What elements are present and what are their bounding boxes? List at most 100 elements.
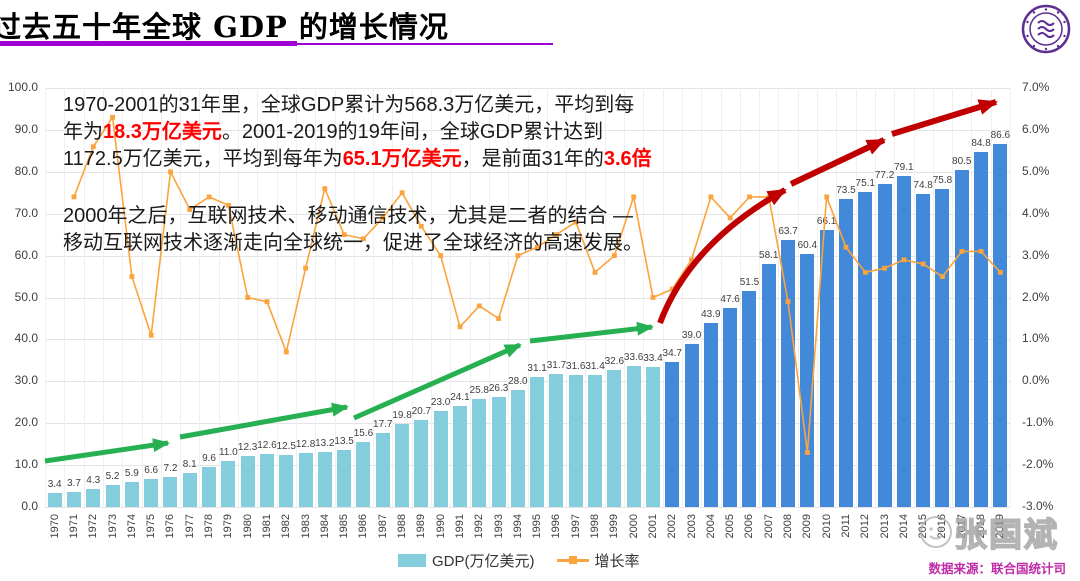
x-axis-year-label: 2007 [762,514,775,539]
growth-rate-point-marker [264,299,270,305]
gdp-bar-value-label: 51.5 [739,277,760,289]
gdp-bar [259,454,274,507]
x-axis-year-label: 2000 [627,514,640,539]
x-axis-year-label: 1983 [299,514,312,539]
x-axis-year-label: 1981 [260,514,273,539]
gdp-bar [414,420,429,507]
x-axis-year-label: 1974 [125,514,138,539]
gridline-vertical [759,88,761,507]
growth-rate-point-marker [438,253,444,258]
gdp-bar [47,492,62,507]
growth-rate-point-marker [862,270,868,275]
x-axis-year-label: 2009 [801,514,814,539]
annotation-text: 1970-2001的31年里，全球GDP累计为568.3万亿美元，平均到每 年为 [63,94,635,143]
gridline-vertical [64,88,66,507]
x-axis-year-label: 1998 [589,514,602,539]
x-axis-year-label: 1978 [203,514,216,539]
y-axis-tick-gdp: 100.0 [7,80,38,94]
gdp-bar [761,263,776,507]
gridline-vertical [469,88,471,507]
x-axis-year-label: 1990 [434,514,447,539]
growth-rate-point-marker [882,265,887,271]
growth-rate-point-marker [901,257,907,263]
gridline-vertical [585,88,587,507]
gdp-bar-value-label: 4.3 [86,475,101,486]
gdp-bar [877,183,892,507]
gdp-bar-value-label: 19.8 [392,410,412,421]
growth-rate-point-marker [206,194,212,200]
growth-rate-point-marker [824,194,830,200]
growth-rate-point-marker [90,144,96,150]
gridline-vertical [546,88,548,507]
x-axis-year-label: 2001 [646,514,659,539]
legend-gdp-label: GDP(万亿美元) [432,553,535,570]
x-axis-year-label: 1971 [67,514,80,539]
x-axis-year-label: 1975 [145,514,158,539]
x-axis-year-label: 1994 [511,514,524,539]
title-underline-thin [297,43,553,45]
growth-rate-point-marker [843,244,849,250]
gdp-bar-value-label: 12.3 [237,441,258,453]
x-axis-year-label: 1980 [241,514,254,539]
gdp-bar [105,485,120,507]
gdp-bar-value-label: 12.8 [295,439,316,451]
growth-rate-point-marker [940,274,945,279]
slide-title: 过去五十年全球 GDP 的增长情况 [0,10,449,44]
gridline-vertical [932,88,934,507]
growth-rate-point-marker [534,244,540,250]
gdp-bar-value-label: 6.6 [144,465,159,477]
gdp-bar [896,175,911,507]
gdp-bar [279,454,294,507]
gdp-bar-value-label: 5.9 [124,468,139,480]
growth-rate-point-marker [515,253,521,258]
green-trend-arrow [179,402,349,440]
x-axis-year-label: 2005 [724,514,737,539]
y-axis-tick-growth: 1.0% [1022,331,1050,346]
annotation-text: 。2001-2019的19年间，全球GDP累计达到 1172.5万亿美元，平均到… [63,121,604,170]
x-axis-year-label: 2002 [666,514,679,539]
gridline-vertical [1010,88,1011,507]
y-axis-tick-gdp: 10.0 [14,457,38,472]
x-axis-year-label: 2004 [704,514,717,539]
legend-item-growth: 增长率 [556,550,640,571]
gridline-vertical [990,88,992,507]
gdp-bar-value-label: 75.1 [855,178,875,190]
growth-rate-point-marker [187,207,193,212]
growth-rate-point-marker [380,215,386,221]
growth-rate-point-marker [496,316,501,321]
gdp-bar-value-label: 77.2 [874,169,895,181]
gdp-bar-value-label: 26.3 [488,382,509,394]
gdp-bar [742,291,757,507]
gdp-bar [568,374,583,507]
x-axis-year-label: 1986 [357,514,370,539]
y-axis-tick-gdp: 90.0 [14,121,38,136]
gdp-bar-value-label: 33.6 [623,352,644,364]
gdp-bar [684,343,699,507]
gridline-vertical [238,88,239,507]
gridline-vertical [450,88,452,507]
x-axis-year-label: 1984 [318,514,331,539]
gdp-bar [665,361,680,507]
legend-item-gdp: GDP(万亿美元) [398,550,535,571]
gdp-bar [66,491,81,507]
x-axis-year-label: 1982 [280,514,293,539]
y-axis-tick-growth: -2.0% [1022,457,1054,472]
growth-rate-point-marker [110,114,115,120]
gdp-bar-value-label: 13.5 [334,436,354,448]
x-axis-year-label: 1991 [453,514,466,539]
x-axis-year-label: 2012 [859,514,872,539]
x-axis-year-label: 2006 [743,514,756,539]
gdp-bar [163,476,178,507]
growth-line-marker-icon [556,556,589,564]
gridline-vertical [894,88,896,507]
y-axis-tick-gdp: 60.0 [14,247,38,262]
gdp-bar [935,189,950,507]
gridline-vertical [971,88,973,507]
gdp-bar-value-label: 39.0 [681,329,702,341]
gdp-bar-value-label: 17.7 [373,418,393,430]
gridline-vertical [662,88,664,507]
highlight-avg-65-1: 65.1万亿美元 [342,148,462,170]
growth-rate-point-marker [226,202,231,208]
gdp-bar-value-label: 13.2 [315,437,335,449]
growth-rate-point-marker [476,303,482,309]
